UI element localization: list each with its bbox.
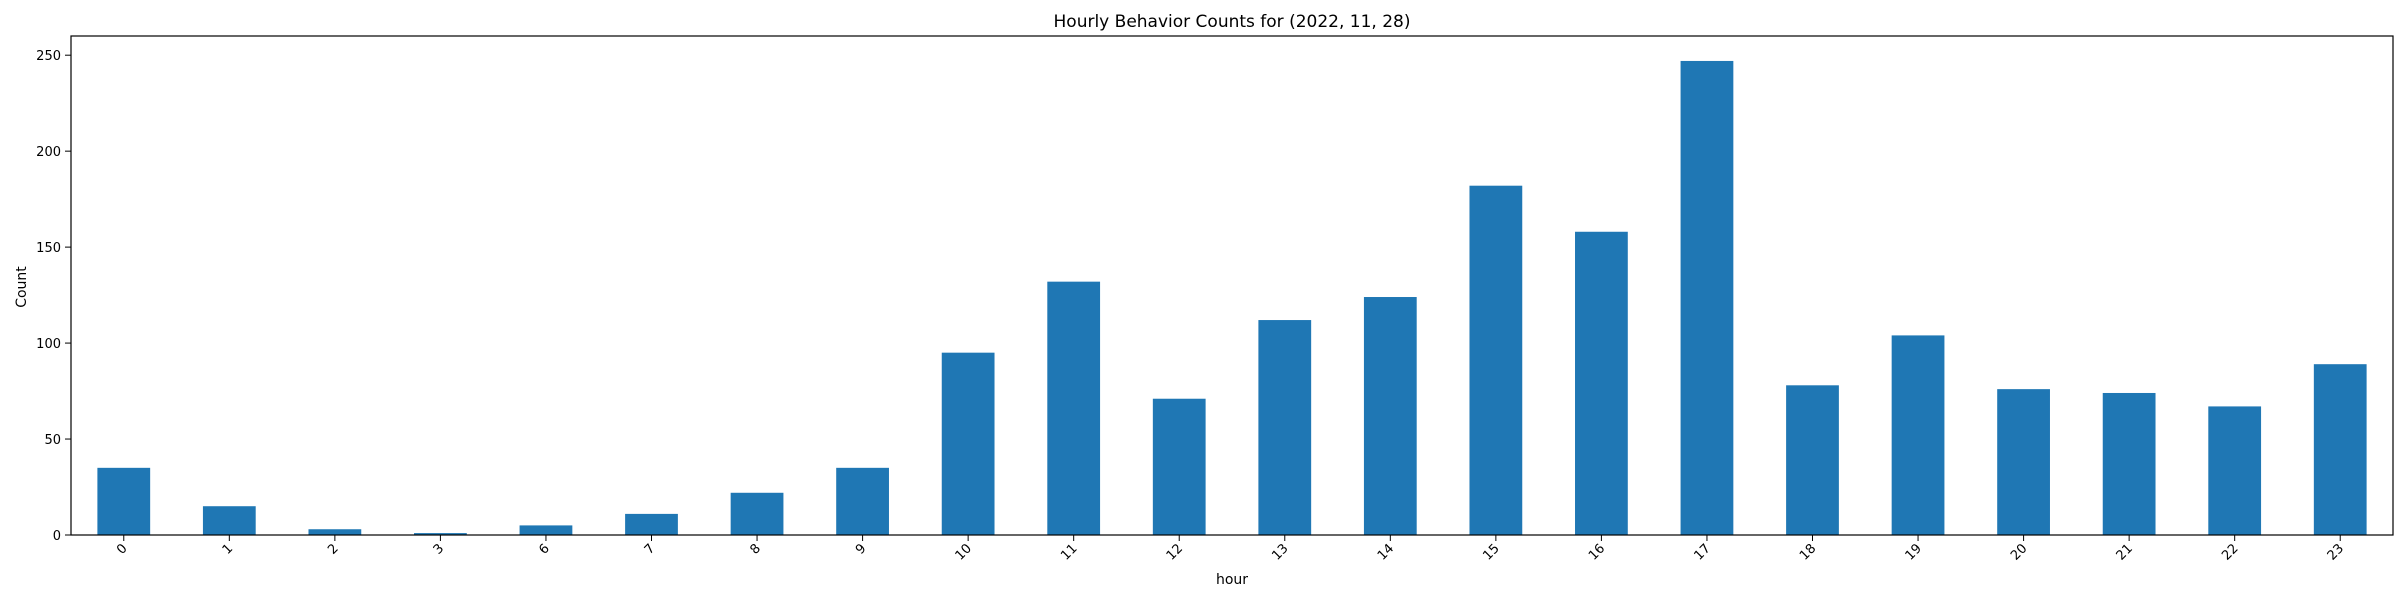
x-tick-label: 9 xyxy=(853,541,869,557)
y-tick-label: 0 xyxy=(53,529,61,544)
bar-hour-1 xyxy=(202,506,256,535)
x-tick-label: 16 xyxy=(1586,541,1608,563)
y-tick-label: 50 xyxy=(44,433,61,448)
x-tick-label: 17 xyxy=(1691,541,1713,563)
y-tick-label: 150 xyxy=(36,241,61,256)
x-tick-label: 2 xyxy=(325,541,341,557)
bar-hour-15 xyxy=(1469,185,1523,535)
bar-hour-2 xyxy=(308,529,362,535)
x-tick-label: 20 xyxy=(2008,541,2030,563)
bars-layer xyxy=(97,60,2367,535)
x-tick-label: 11 xyxy=(1058,541,1080,563)
x-tick-label: 22 xyxy=(2219,541,2241,563)
x-axis: 0 1 2 3 6 7 8 9 10 11 12 13 14 15 16 17 18 19 20 21 22 23 xyxy=(114,535,2347,564)
y-axis: 0 50 100 150 200 250 xyxy=(36,49,71,544)
x-tick-label: 6 xyxy=(536,541,552,557)
bar-hour-16 xyxy=(1575,231,1628,535)
bar-hour-11 xyxy=(1047,281,1101,535)
bar-hour-12 xyxy=(1152,398,1206,535)
bar-hour-20 xyxy=(1997,389,2050,535)
x-tick-label: 8 xyxy=(747,541,763,557)
x-tick-label: 23 xyxy=(2325,541,2347,563)
x-tick-label: 21 xyxy=(2114,541,2136,563)
x-tick-label: 18 xyxy=(1797,541,1819,563)
bar-hour-21 xyxy=(2102,392,2156,535)
bar-hour-3 xyxy=(414,533,467,535)
bar-hour-23 xyxy=(2313,364,2367,535)
x-tick-label: 13 xyxy=(1269,541,1291,563)
y-tick-label: 250 xyxy=(36,49,61,64)
x-tick-label: 19 xyxy=(1903,541,1925,563)
bar-hour-6 xyxy=(519,525,573,535)
x-tick-label: 14 xyxy=(1375,541,1397,563)
x-tick-label: 1 xyxy=(220,541,236,557)
bar-hour-18 xyxy=(1786,385,1839,535)
bar-hour-0 xyxy=(97,467,151,535)
bar-hour-7 xyxy=(625,513,678,535)
x-tick-label: 7 xyxy=(642,541,658,557)
bar-hour-14 xyxy=(1363,297,1417,535)
chart-title: Hourly Behavior Counts for (2022, 11, 28… xyxy=(1054,12,1411,32)
x-tick-label: 15 xyxy=(1480,541,1502,563)
y-tick-label: 200 xyxy=(36,145,61,160)
x-tick-label: 3 xyxy=(431,541,447,557)
x-axis-label: hour xyxy=(1216,572,1248,588)
plot-frame xyxy=(70,35,2394,536)
bar-hour-8 xyxy=(730,492,784,535)
x-tick-label: 10 xyxy=(953,541,975,563)
bar-hour-9 xyxy=(836,467,889,535)
x-tick-label: 12 xyxy=(1164,541,1186,563)
bar-hour-22 xyxy=(2208,406,2262,535)
bar-hour-19 xyxy=(1891,335,1945,535)
bar-hour-13 xyxy=(1258,320,1312,535)
y-tick-label: 100 xyxy=(36,337,61,352)
y-axis-label: Count xyxy=(14,266,30,308)
x-tick-label: 0 xyxy=(114,541,130,557)
bar-hour-17 xyxy=(1680,60,1734,535)
bar-hour-10 xyxy=(941,352,995,535)
